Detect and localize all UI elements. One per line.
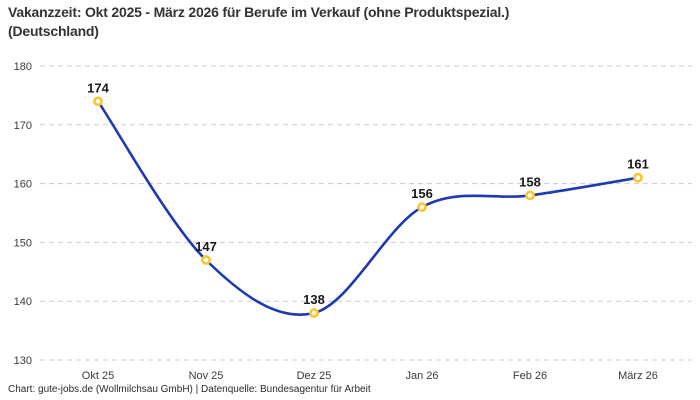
x-tick-label: Nov 25	[189, 370, 224, 382]
y-tick-label: 140	[14, 296, 32, 308]
chart-title-line1: Vakanzzeit: Okt 2025 - März 2026 für Ber…	[8, 4, 510, 20]
data-point-label: 147	[195, 239, 217, 254]
data-point-label: 174	[87, 80, 109, 95]
line-series	[96, 100, 640, 316]
chart-title: Vakanzzeit: Okt 2025 - März 2026 für Ber…	[8, 3, 509, 41]
y-tick-label: 130	[14, 355, 32, 367]
y-tick-label: 160	[14, 179, 32, 191]
data-point-marker[interactable]	[201, 255, 211, 265]
data-point-marker[interactable]	[417, 202, 427, 212]
data-point-marker[interactable]	[309, 308, 319, 318]
x-tick-label: Feb 26	[513, 370, 547, 382]
data-point-marker[interactable]	[633, 172, 643, 183]
x-tick-label: Dez 25	[297, 370, 332, 382]
y-tick-label: 150	[14, 237, 32, 249]
data-point-label: 138	[303, 292, 325, 307]
data-point-label: 161	[627, 157, 649, 172]
y-tick-label: 170	[14, 120, 32, 132]
footer-credit: Chart: gute-jobs.de (Wollmilchsau GmbH) …	[8, 384, 371, 395]
x-tick-label: Okt 25	[82, 370, 114, 382]
data-point-marker[interactable]	[93, 96, 103, 107]
data-point-marker[interactable]	[525, 190, 535, 201]
data-point-label: 156	[411, 186, 433, 201]
data-point-label: 158	[519, 174, 541, 189]
y-tick-label: 180	[14, 61, 32, 73]
x-tick-label: März 26	[618, 370, 658, 382]
x-tick-label: Jan 26	[405, 370, 438, 382]
chart-title-line2: (Deutschland)	[8, 23, 99, 39]
